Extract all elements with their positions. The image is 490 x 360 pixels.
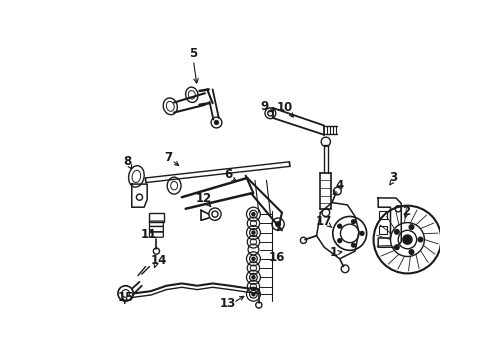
Text: 2: 2 [403, 204, 411, 217]
Circle shape [394, 230, 399, 234]
Circle shape [214, 120, 219, 125]
Circle shape [394, 245, 399, 249]
Circle shape [252, 213, 255, 216]
Text: 17: 17 [316, 215, 332, 228]
Text: 9: 9 [261, 100, 269, 113]
Text: 1: 1 [329, 246, 338, 259]
Circle shape [252, 257, 255, 260]
Circle shape [403, 235, 412, 244]
Circle shape [409, 250, 414, 254]
Circle shape [252, 276, 255, 279]
Text: 4: 4 [336, 179, 344, 192]
Text: 14: 14 [150, 254, 167, 267]
Text: 10: 10 [277, 102, 293, 114]
Circle shape [338, 224, 342, 228]
Text: 13: 13 [220, 297, 236, 310]
Circle shape [252, 231, 255, 234]
Circle shape [252, 293, 255, 296]
Text: 8: 8 [123, 154, 131, 167]
Text: 7: 7 [165, 150, 173, 164]
Text: 16: 16 [269, 251, 285, 264]
Text: 12: 12 [195, 192, 212, 205]
Circle shape [418, 237, 423, 242]
Circle shape [409, 225, 414, 229]
Text: 11: 11 [141, 228, 157, 240]
Circle shape [276, 222, 280, 226]
Text: 6: 6 [224, 168, 232, 181]
Circle shape [338, 239, 342, 243]
Circle shape [351, 243, 355, 247]
Circle shape [351, 220, 355, 224]
Text: 5: 5 [189, 48, 197, 60]
Circle shape [360, 231, 364, 235]
Text: 3: 3 [390, 171, 398, 184]
Text: 15: 15 [118, 291, 134, 304]
